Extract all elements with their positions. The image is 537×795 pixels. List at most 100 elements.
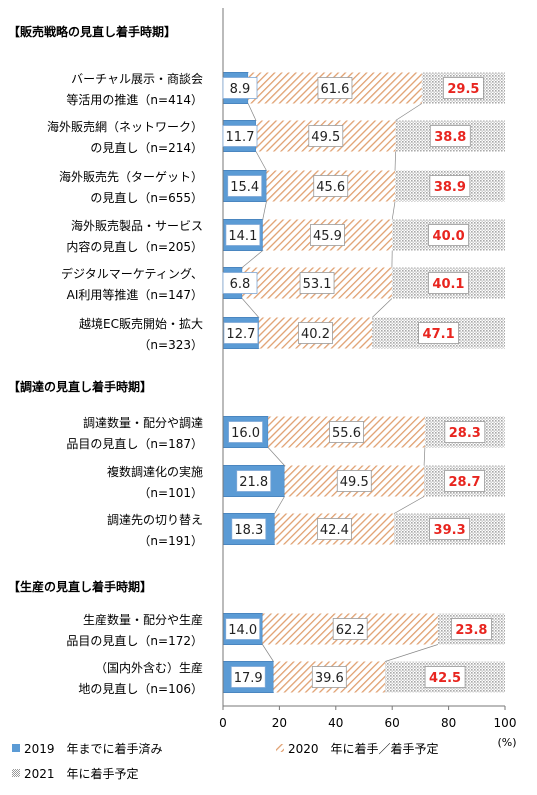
- data-label: 16.0: [231, 426, 260, 441]
- data-label: 61.6: [320, 82, 349, 97]
- data-label: 49.5: [340, 475, 369, 490]
- category-label: の見直し（n=655）: [90, 191, 203, 205]
- data-label: 49.5: [311, 130, 340, 145]
- data-label: 15.4: [230, 180, 259, 195]
- category-label: （n=323）: [138, 338, 203, 352]
- data-label-box: [223, 322, 259, 344]
- data-label: 28.7: [448, 475, 480, 490]
- data-label-box: [429, 175, 471, 197]
- connector-line: [394, 496, 425, 514]
- connector-line: [395, 103, 423, 121]
- data-label-box: [317, 77, 353, 99]
- x-tick-label: 40: [328, 716, 343, 730]
- data-label-box: [231, 518, 267, 540]
- data-label: 45.9: [313, 229, 342, 244]
- group-title: 【販売戦略の見直し着手時期】: [8, 24, 176, 39]
- data-label: 12.7: [226, 327, 255, 342]
- data-label: 62.2: [336, 623, 365, 638]
- category-label: 内容の見直し（n=205）: [66, 239, 203, 254]
- bars-layer: [222, 72, 505, 693]
- data-label-box: [332, 618, 368, 640]
- data-label-box: [313, 175, 349, 197]
- connector-line: [262, 644, 274, 662]
- legend-swatch: [276, 744, 284, 752]
- x-tick-label: 80: [441, 716, 456, 730]
- data-label-box: [225, 618, 261, 640]
- category-label: 地の見直し（n=106）: [78, 682, 203, 696]
- data-label-box: [418, 322, 459, 344]
- data-label-box: [424, 666, 466, 688]
- data-label: 40.1: [432, 277, 464, 292]
- category-label: の見直し（n=214）: [90, 141, 203, 155]
- data-label: 38.9: [434, 180, 466, 195]
- category-label: デジタルマーケティング、: [61, 266, 203, 281]
- connector-line: [423, 447, 426, 466]
- connector-line: [394, 151, 396, 171]
- data-label: 40.0: [433, 229, 465, 244]
- category-label: 等活用の推進（n=414）: [66, 93, 203, 107]
- legend-swatch: [12, 769, 20, 777]
- connector-line: [241, 250, 263, 268]
- category-label: （n=101）: [138, 486, 203, 500]
- data-label-box: [444, 470, 485, 492]
- connector-line: [371, 298, 393, 318]
- data-label-box: [228, 421, 263, 443]
- data-label-box: [299, 272, 335, 294]
- category-label: 調達先の切り替え: [107, 513, 203, 527]
- data-label-box: [227, 175, 263, 197]
- data-label: 53.1: [303, 277, 332, 292]
- category-label: AI利用等推進（n=147）: [67, 288, 203, 302]
- category-label: 海外販売先（ターゲット）: [59, 169, 203, 184]
- group-title: 【生産の見直し着手時期】: [8, 579, 152, 594]
- data-label-box: [225, 224, 261, 246]
- data-label-box: [443, 77, 484, 99]
- category-label: バーチャル展示・商談会: [71, 71, 203, 86]
- category-label: 海外販売網（ネットワーク）: [47, 119, 203, 134]
- connector-lines-layer: [241, 103, 438, 662]
- data-label: 47.1: [423, 327, 455, 342]
- connector-line: [247, 103, 257, 121]
- data-label: 8.9: [230, 82, 251, 97]
- data-label-box: [429, 518, 470, 540]
- connector-line: [391, 201, 396, 220]
- legend-entry: 2020 年に着手／着手予定: [288, 741, 439, 756]
- x-tick-label: 0: [219, 716, 227, 730]
- connector-line: [274, 496, 285, 514]
- connector-line: [385, 644, 438, 662]
- category-label: 品目の見直し（n=172）: [66, 634, 203, 648]
- data-label-box: [236, 470, 272, 492]
- data-label: 42.5: [429, 671, 461, 686]
- data-label: 38.8: [434, 130, 466, 145]
- data-label-box: [336, 470, 372, 492]
- data-label: 29.5: [447, 82, 479, 97]
- data-label: 42.4: [320, 523, 349, 538]
- connector-line: [241, 298, 260, 318]
- data-label-box: [222, 125, 258, 147]
- data-label-box: [316, 518, 352, 540]
- legend-entry: 2021 年に着手予定: [24, 766, 139, 781]
- category-label: 生産数量・配分や生産: [83, 612, 203, 627]
- group-title: 【調達の見直し着手時期】: [8, 379, 152, 394]
- data-label-box: [444, 421, 486, 443]
- category-label: （n=191）: [138, 534, 203, 548]
- data-label: 23.8: [455, 623, 487, 638]
- data-labels-layer: 8.9 61.6 29.5 11.7 49.5 38.8 15.4 45.6 38.9 14.1 4…: [222, 77, 492, 688]
- data-label: 28.3: [449, 426, 481, 441]
- data-label: 40.2: [301, 327, 330, 342]
- x-tick-label: 20: [272, 716, 287, 730]
- connector-line: [267, 447, 285, 466]
- x-axis: 0 20 40 60 80 100 (%): [219, 8, 517, 749]
- data-label-box: [329, 421, 364, 443]
- data-label-box: [222, 77, 258, 99]
- data-label-box: [298, 322, 333, 344]
- category-label: （国内外含む）生産: [95, 660, 203, 675]
- data-label: 39.6: [315, 671, 344, 686]
- data-label: 14.0: [228, 623, 257, 638]
- x-axis-unit: (%): [497, 736, 516, 749]
- connector-line: [262, 201, 267, 220]
- data-label: 18.3: [234, 523, 263, 538]
- data-label-box: [429, 125, 471, 147]
